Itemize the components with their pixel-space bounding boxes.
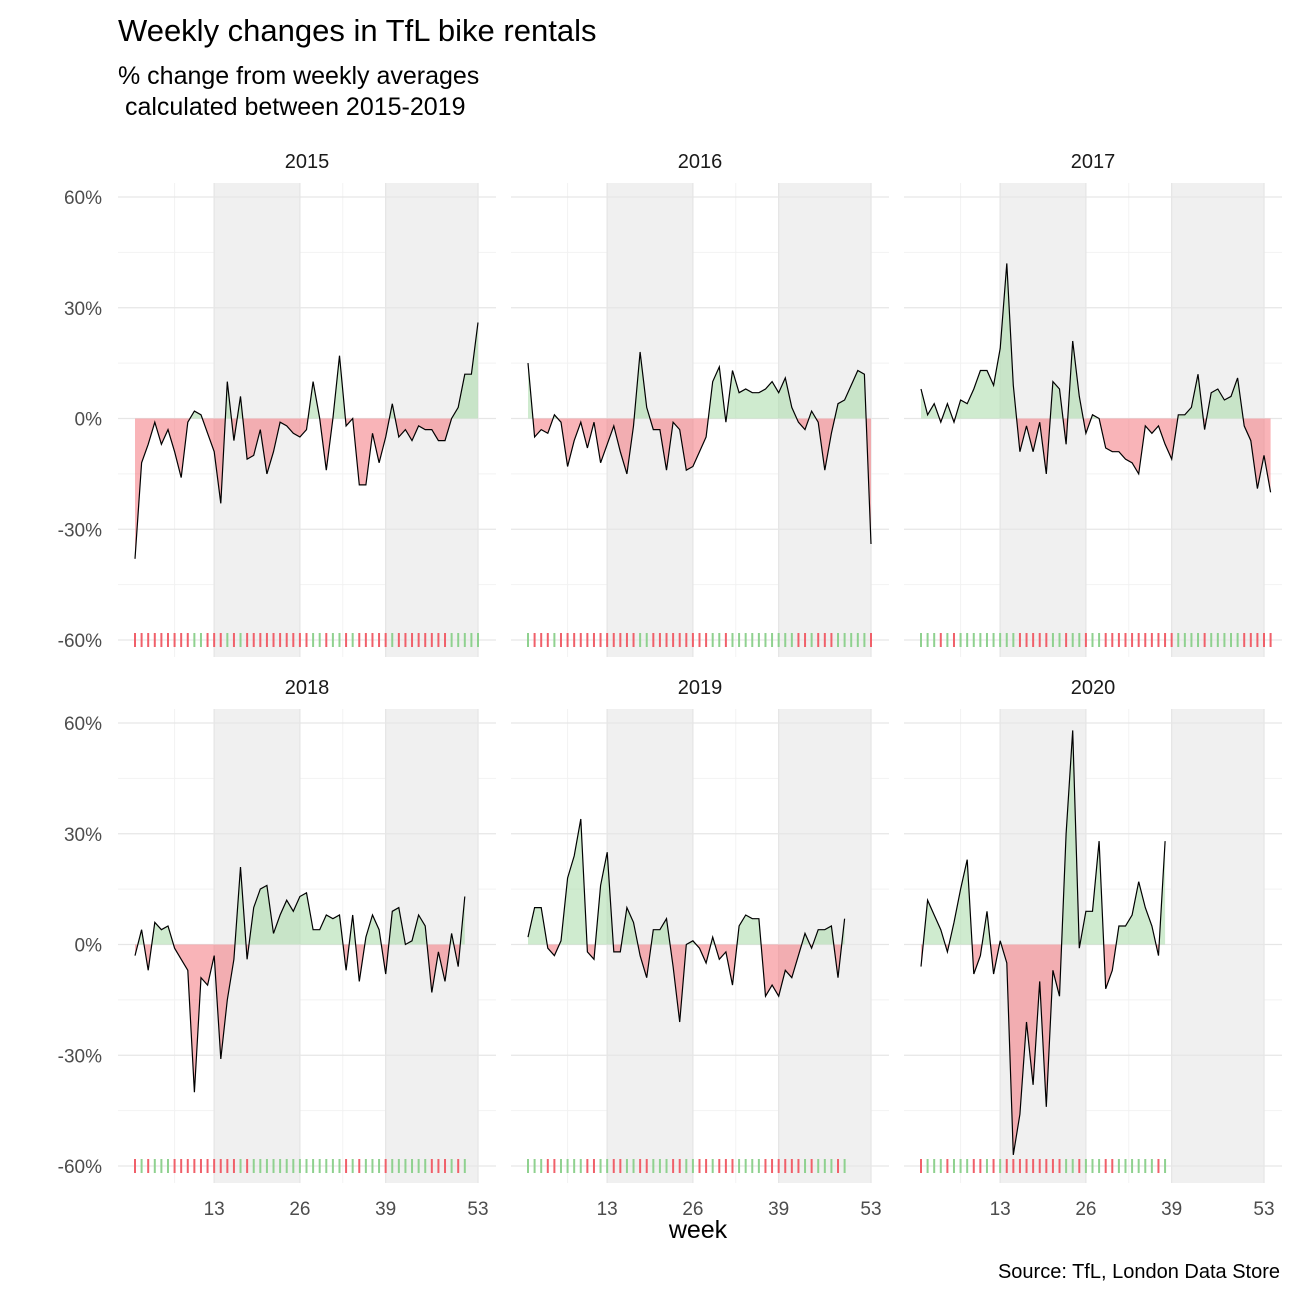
rug-2019	[527, 1159, 846, 1173]
area-positive-2018	[137, 867, 465, 945]
area-positive-2016	[528, 352, 867, 419]
facet-panel-2019: 2019 13 26 39 53	[511, 677, 889, 1220]
rug-2020	[920, 1159, 1167, 1173]
chart-title: Weekly changes in TfL bike rentals	[118, 13, 596, 48]
y-tick-label: 30%	[64, 299, 102, 320]
y-tick-label: 0%	[75, 936, 103, 957]
y-tick-label: -30%	[58, 1046, 102, 1067]
facet-panel-2018: 2018 60% 30% 0% -30% -60% 13 26 39 53	[58, 677, 496, 1220]
area-positive-2017	[921, 263, 1244, 419]
area-negative-2017	[939, 418, 1271, 493]
facet-panels: 2015 60% 30% 0% -30% -60% 2016 2017 2018 60% 30% 0%…	[58, 151, 1282, 1220]
area-negative-2016	[532, 418, 871, 544]
facet-panel-2016: 2016	[511, 151, 889, 657]
facet-panel-2017: 2017	[904, 151, 1282, 657]
series-line-2015	[134, 322, 479, 559]
facet-panel-2020: 2020 13 26 39 53	[904, 677, 1282, 1220]
x-tick-label: 39	[375, 1199, 396, 1220]
rug-2018	[134, 1159, 466, 1173]
series-line-2017	[920, 263, 1272, 493]
area-negative-2019	[547, 944, 842, 1022]
area-positive-2020	[923, 730, 1166, 945]
series-line-2016	[527, 351, 872, 545]
series-line-2020	[920, 730, 1166, 1155]
x-axis-label: week	[668, 1216, 728, 1244]
y-tick-label: -60%	[58, 1157, 102, 1178]
y-tick-label: -30%	[58, 520, 102, 541]
x-tick-label: 13	[990, 1199, 1011, 1220]
rug-2017	[920, 633, 1272, 647]
y-tick-label: 0%	[75, 410, 103, 431]
x-tick-label: 39	[768, 1199, 789, 1220]
facet-title-2018: 2018	[285, 677, 330, 699]
x-tick-label: 13	[597, 1199, 618, 1220]
area-positive-2019	[528, 819, 845, 945]
shaded-week-range	[1171, 709, 1264, 1183]
series-line-2018	[134, 866, 466, 1093]
x-tick-label: 26	[289, 1199, 310, 1220]
facet-title-2017: 2017	[1071, 151, 1116, 173]
facet-title-2019: 2019	[678, 677, 723, 699]
x-tick-label: 53	[860, 1199, 881, 1220]
facet-title-2020: 2020	[1071, 677, 1116, 699]
chart-caption: Source: TfL, London Data Store	[998, 1261, 1280, 1283]
facet-title-2015: 2015	[285, 151, 330, 173]
y-tick-label: -60%	[58, 631, 102, 652]
x-tick-label: 39	[1161, 1199, 1182, 1220]
facet-panel-2015: 2015 60% 30% 0% -30% -60%	[58, 151, 496, 657]
x-tick-label: 26	[682, 1199, 703, 1220]
chart-subtitle-line-2: calculated between 2015-2019	[118, 93, 466, 121]
x-tick-label: 26	[1075, 1199, 1096, 1220]
x-tick-label: 13	[204, 1199, 225, 1220]
y-tick-label: 60%	[64, 714, 102, 735]
x-tick-label: 53	[467, 1199, 488, 1220]
series-line-2019	[527, 818, 846, 1023]
rug-2016	[527, 633, 872, 647]
y-tick-label: 30%	[64, 825, 102, 846]
facet-title-2016: 2016	[678, 151, 723, 173]
chart-subtitle-line-1: % change from weekly averages	[118, 62, 479, 90]
x-tick-label: 53	[1253, 1199, 1274, 1220]
y-tick-label: 60%	[64, 188, 102, 209]
rug-2015	[134, 633, 479, 647]
